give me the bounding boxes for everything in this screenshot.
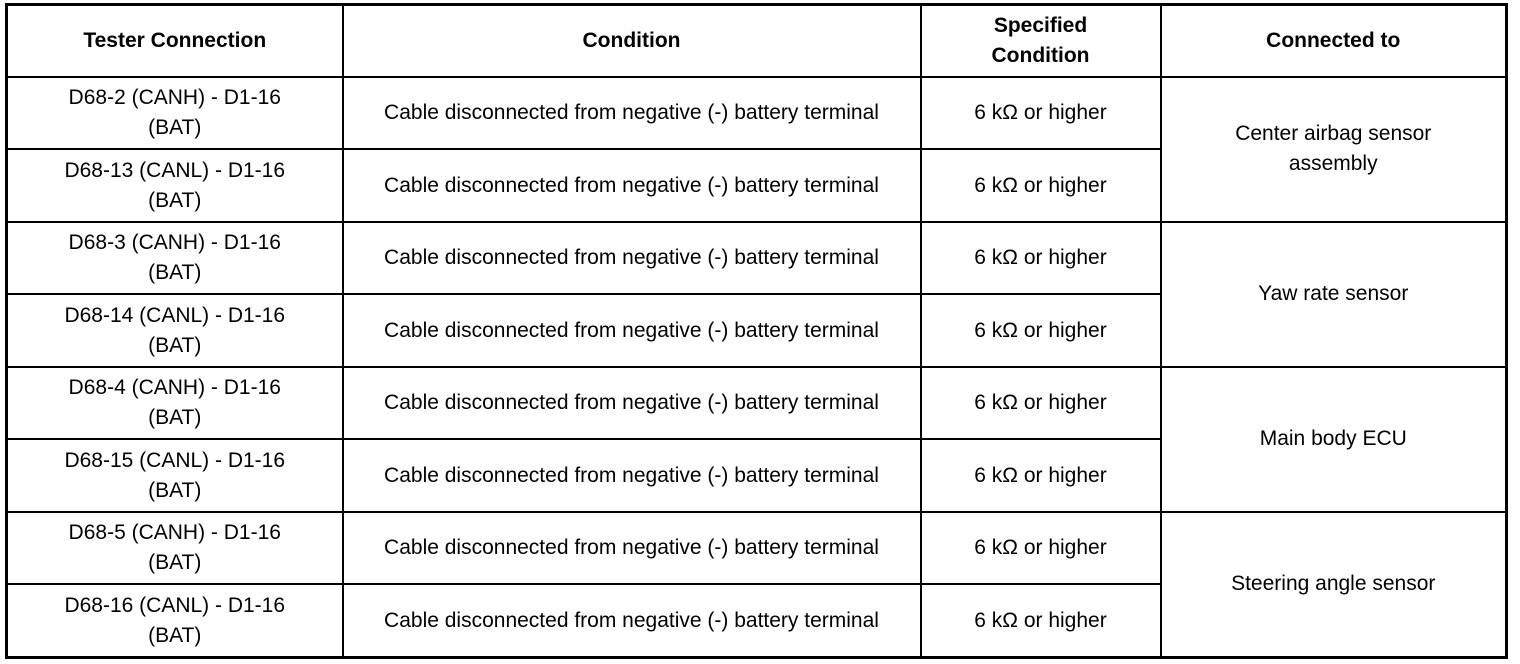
header-tester-connection: Tester Connection	[5, 3, 344, 78]
tester-connection-cell: D68-16 (CANL) - D1-16 (BAT)	[5, 583, 344, 659]
table-row: D68-13 (CANL) - D1-16 (BAT) Cable disconn…	[5, 148, 1507, 223]
tester-connection-cell: D68-15 (CANL) - D1-16 (BAT)	[5, 438, 344, 513]
header-condition: Condition	[341, 3, 922, 78]
table-row: D68-5 (CANH) - D1-16 (BAT) Cable disconne…	[5, 510, 1508, 659]
condition-cell: Cable disconnected from negative (-) bat…	[341, 148, 922, 223]
tester-connection-cell: D68-4 (CANH) - D1-16 (BAT)	[5, 365, 344, 441]
tester-connection-cell: D68-14 (CANL) - D1-16 (BAT)	[5, 293, 344, 368]
connected-to-cell: Yaw rate sensor	[1159, 220, 1508, 368]
specified-condition-cell: 6 kΩ or higher	[919, 365, 1162, 441]
specified-condition-cell: 6 kΩ or higher	[919, 148, 1162, 223]
connected-to-cell: Center airbag sensor assembly	[1159, 76, 1508, 223]
specified-condition-cell: 6 kΩ or higher	[919, 220, 1162, 296]
header-specified-condition: Specified Condition	[919, 3, 1162, 78]
table-row: D68-2 (CANH) - D1-16 (BAT) Cable disconne…	[5, 75, 1508, 223]
specified-condition-cell: 6 kΩ or higher	[919, 75, 1162, 151]
table-row: D68-3 (CANH) - D1-16 (BAT) Cable disconne…	[5, 220, 1508, 368]
condition-cell: Cable disconnected from negative (-) bat…	[341, 438, 922, 513]
connected-to-cell: Steering angle sensor	[1159, 510, 1508, 659]
connected-to-cell: Main body ECU	[1159, 365, 1508, 513]
specified-condition-cell: 6 kΩ or higher	[919, 438, 1162, 513]
condition-cell: Cable disconnected from negative (-) bat…	[341, 510, 922, 586]
tester-connection-cell: D68-13 (CANL) - D1-16 (BAT)	[5, 148, 344, 223]
specified-condition-cell: 6 kΩ or higher	[919, 583, 1162, 659]
specified-condition-cell: 6 kΩ or higher	[919, 510, 1162, 586]
tester-connection-cell: D68-5 (CANH) - D1-16 (BAT)	[5, 510, 344, 586]
condition-cell: Cable disconnected from negative (-) bat…	[341, 220, 922, 296]
table-row: D68-15 (CANL) - D1-16 (BAT) Cable disconn…	[5, 438, 1507, 513]
table-row: D68-14 (CANL) - D1-16 (BAT) Cable disconn…	[5, 293, 1507, 368]
header-row: Tester Connection Condition Specified Co…	[5, 3, 1508, 78]
header-connected-to: Connected to	[1159, 3, 1508, 78]
specified-condition-cell: 6 kΩ or higher	[919, 293, 1162, 368]
condition-cell: Cable disconnected from negative (-) bat…	[341, 293, 922, 368]
condition-cell: Cable disconnected from negative (-) bat…	[341, 583, 922, 659]
tester-connection-cell: D68-3 (CANH) - D1-16 (BAT)	[5, 220, 344, 296]
table-row: D68-16 (CANL) - D1-16 (BAT) Cable disconn…	[5, 583, 1507, 659]
condition-cell: Cable disconnected from negative (-) bat…	[341, 75, 922, 151]
resistance-check-table: Tester Connection Condition Specified Co…	[5, 3, 1508, 659]
table-row: D68-4 (CANH) - D1-16 (BAT) Cable disconne…	[5, 365, 1508, 513]
condition-cell: Cable disconnected from negative (-) bat…	[341, 365, 922, 441]
tester-connection-cell: D68-2 (CANH) - D1-16 (BAT)	[5, 75, 344, 151]
